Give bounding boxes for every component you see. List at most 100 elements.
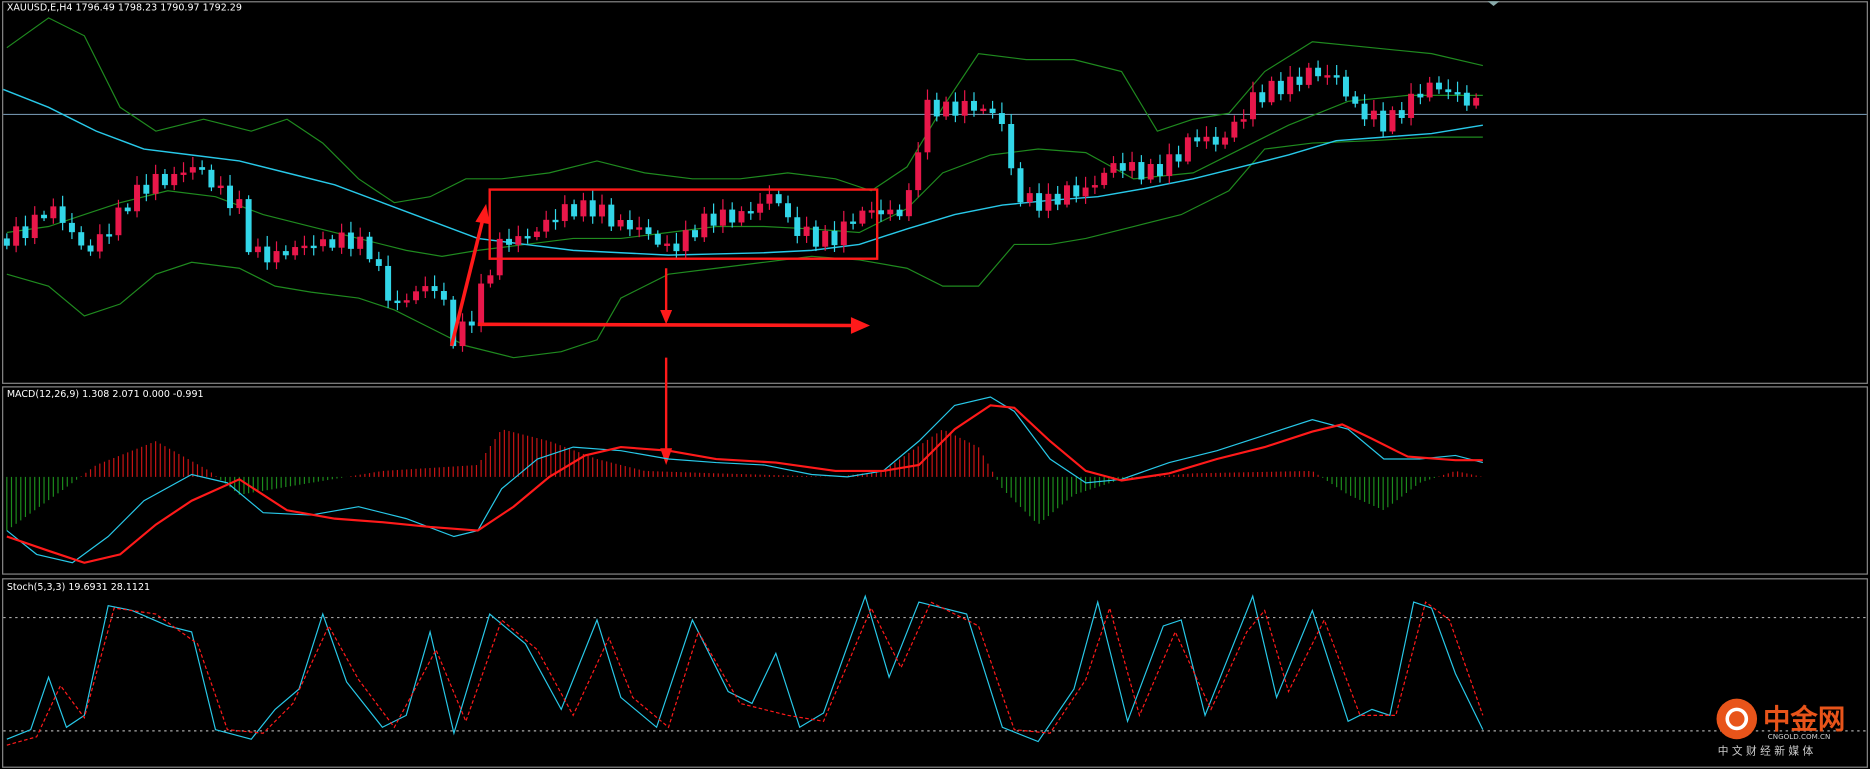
candle-body [282,251,289,256]
logo-mark [1725,707,1749,731]
candle-body [1287,76,1294,95]
candle-body [580,200,587,217]
macd-line [6,396,1483,564]
candle-body [50,206,57,219]
candle-body [775,194,782,204]
candle-body [357,236,364,249]
candle-body [152,173,159,194]
candle-body [31,214,38,239]
candle-body [1370,110,1377,120]
candle-body [1045,193,1052,211]
candle-body [1008,123,1015,169]
candle-body [189,167,196,173]
candle-body [1082,187,1089,197]
candle-body [124,207,131,212]
candle-body [134,184,141,212]
candle-body [59,206,66,223]
candle-body [180,172,187,175]
candle-body [729,209,736,223]
candle-body [859,210,866,224]
candle-body [1408,93,1415,118]
candle-body [1156,164,1163,177]
candle-body [450,299,457,347]
candle-body [87,245,94,252]
candle-body [971,100,977,111]
candle-body [654,234,661,245]
candle-body [682,230,689,252]
candle-body [673,243,680,252]
candle-body [199,167,206,170]
candle-body [431,286,438,292]
candle-body [329,239,336,248]
candle-body [533,231,540,238]
candle-body [1324,75,1331,78]
candle-body [1064,185,1070,205]
candle-body [273,251,280,263]
candle-body [217,185,224,189]
candle-body [68,222,75,233]
candle-body [571,204,578,217]
candle-body [1417,93,1424,98]
candle-body [1194,137,1201,142]
logo-circle [1716,698,1758,740]
candle-body [831,230,838,246]
candle-body [1342,76,1349,97]
candle-body [757,203,764,213]
candle-body [403,300,410,303]
candle-body [440,291,447,300]
candle-body [543,219,550,232]
arrow-up [449,220,485,347]
candle-body [980,108,987,112]
candle-body [143,184,150,194]
candle-body [1017,168,1024,203]
candle-body [1426,82,1433,98]
candle-body [1129,162,1136,171]
price-area [2,17,1483,359]
candle-body [1389,110,1396,132]
candle-body [208,169,215,188]
candle-body [459,321,466,347]
candle-body [1268,80,1275,103]
candle-body [366,236,373,260]
candle-body [41,214,48,219]
candle-body [608,204,615,227]
candle-body [785,203,791,218]
shift-marker [1487,1,1500,6]
candle-body [1435,82,1442,90]
candle-body [924,99,931,153]
candle-body [1240,119,1247,122]
macd-panel [2,386,1868,575]
symbol-info: XAUUSD,E,H4 1796.49 1798.23 1790.97 1792… [7,3,242,14]
candle-body [96,234,103,252]
candle-body [1333,75,1340,78]
candle-body [803,226,810,236]
candle-body [515,236,522,245]
bollinger-middle [6,94,1483,257]
candle-body [22,226,29,239]
candle-body [301,245,308,249]
candle-body [3,238,10,246]
candle-body [701,213,708,238]
candle-body [840,221,847,246]
candle-body [561,204,568,222]
candle-body [599,204,605,217]
candle-body [394,300,401,304]
candle-body [1249,92,1256,120]
candle-body [636,227,643,230]
candle-body [915,152,922,191]
candle-body [850,221,857,224]
arrowhead [475,203,490,225]
candle-body [1212,136,1219,145]
watermark-domain: CNGOLD.COM.CN [1768,732,1831,741]
candle-body [524,236,531,239]
candle-body [320,239,326,247]
candle-body [478,283,485,326]
watermark-tagline: 中 文 财 经 新 媒 体 [1718,745,1814,758]
candle-body [254,246,261,253]
candle-body [887,209,894,215]
candle-body [292,247,299,256]
candle-body [1036,193,1043,211]
candle-body [171,173,178,186]
candle-body [878,210,884,215]
candle-body [1463,92,1470,106]
